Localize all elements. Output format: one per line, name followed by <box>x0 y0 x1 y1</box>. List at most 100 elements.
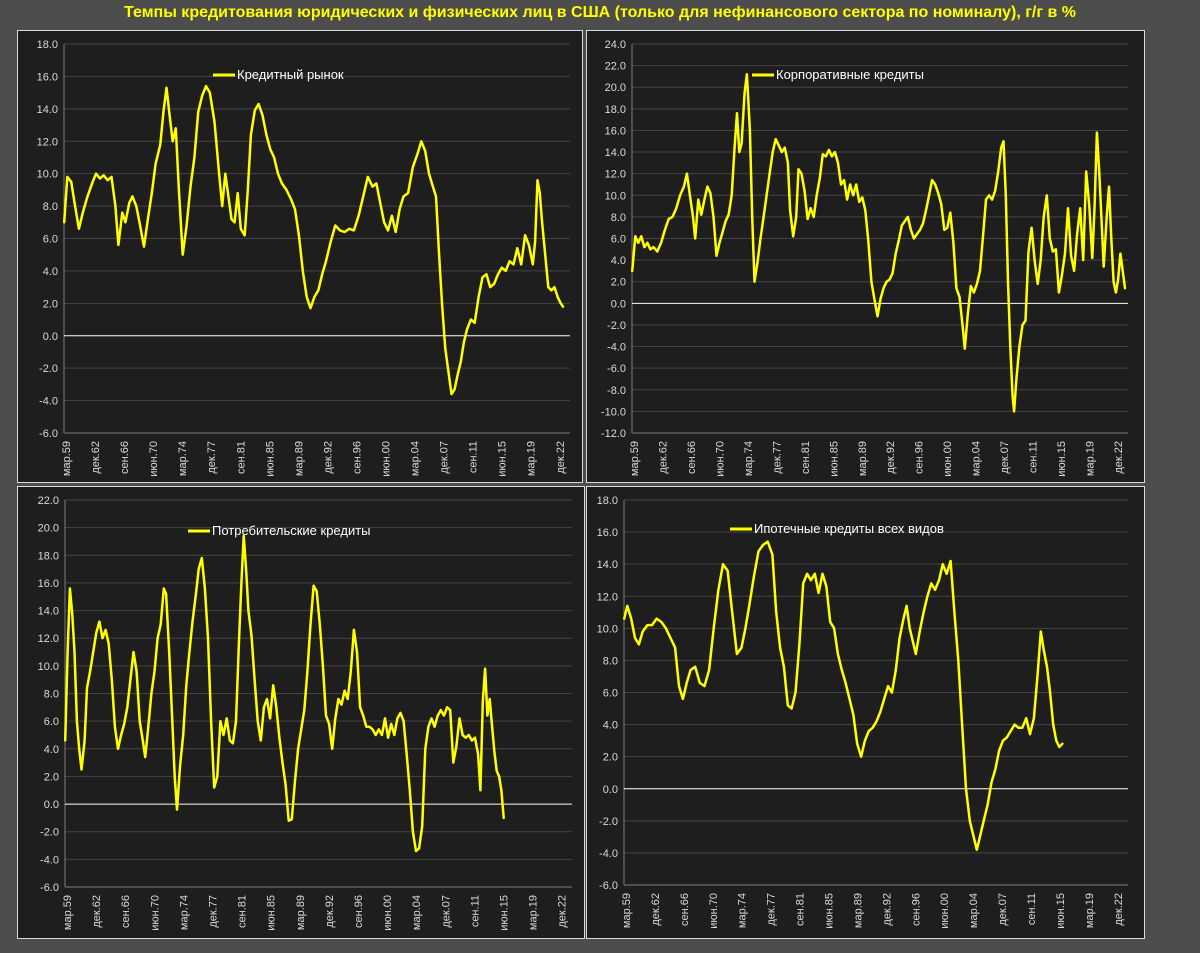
y-tick-label: 12.0 <box>37 136 58 148</box>
x-tick-label: июн.70 <box>149 895 161 931</box>
y-tick-label: 8.0 <box>603 655 618 667</box>
y-tick-label: 6.0 <box>611 234 626 246</box>
x-tick-label: июн.85 <box>266 895 278 931</box>
x-tick-label: мар.59 <box>621 893 633 928</box>
y-tick-label: 12.0 <box>597 591 618 603</box>
chart-panel-credit-market: -6.0 -4.0 -2.0 0.0 2.0 4.0 6.0 8.0 10.0 12.0 14.0 1… <box>17 30 583 483</box>
x-tick-label: мар.89 <box>852 893 864 928</box>
x-tick-label: сен.11 <box>468 441 480 473</box>
y-tick-label: 14.0 <box>37 104 58 116</box>
consumer-loans-series-line <box>63 534 505 853</box>
x-tick-label: июн.00 <box>939 893 951 929</box>
x-tick-label: мар.74 <box>178 895 190 930</box>
y-tick-label: 2.0 <box>44 771 59 783</box>
y-tick-label: 4.0 <box>603 720 618 732</box>
x-tick-label: июн.85 <box>264 441 276 477</box>
x-tick-label: мар.59 <box>62 895 74 930</box>
chart-panel-mortgage-loans: -6.0 -4.0 -2.0 0.0 2.0 4.0 6.0 8.0 10.0 12.0 14.0 1… <box>586 486 1145 939</box>
x-tick-label: июн.70 <box>148 441 160 477</box>
y-tick-label: 14.0 <box>605 147 626 159</box>
x-tick-label: сен.96 <box>914 441 926 474</box>
x-tick-label: сен.66 <box>679 893 691 926</box>
x-tick-label: дек.92 <box>324 895 336 928</box>
y-tick-label: 10.0 <box>597 623 618 635</box>
x-tick-label: дек.77 <box>766 893 778 926</box>
y-tick-label: -10.0 <box>601 406 626 418</box>
credit-market-series-line <box>62 84 565 396</box>
y-tick-label: 0.0 <box>611 298 626 310</box>
x-tick-label: сен.11 <box>1028 441 1040 473</box>
y-tick-label: 6.0 <box>44 716 59 728</box>
y-tick-label: 20.0 <box>605 82 626 94</box>
x-tick-label: сен.66 <box>119 441 131 474</box>
x-tick-label: июн.15 <box>497 441 509 477</box>
x-tick-label: июн.85 <box>828 441 840 477</box>
y-tick-label: 2.0 <box>611 277 626 289</box>
page-title: Темпы кредитования юридических и физичес… <box>124 4 1076 21</box>
y-tick-label: 12.0 <box>38 633 59 645</box>
y-tick-label: 18.0 <box>597 495 618 507</box>
x-tick-label: июн.00 <box>942 441 954 477</box>
legend-label: Кредитный рынок <box>237 67 344 82</box>
x-tick-label: июн.15 <box>499 895 511 931</box>
x-tick-label: июн.70 <box>714 441 726 477</box>
y-tick-label: 22.0 <box>38 495 59 507</box>
x-tick-label: мар.04 <box>971 441 983 476</box>
y-tick-label: 0.0 <box>44 799 59 811</box>
x-tick-label: мар.04 <box>410 441 422 476</box>
x-tick-label: дек.22 <box>1113 893 1125 926</box>
legend-label: Корпоративные кредиты <box>776 67 924 82</box>
x-tick-label: мар.04 <box>968 893 980 928</box>
y-tick-label: 4.0 <box>44 744 59 756</box>
x-tick-label: дек.07 <box>999 441 1011 474</box>
corporate-loans-chart: -12.0 -10.0 -8.0 -6.0 -4.0 -2.0 0.0 2.0 4.0 6.0 8.… <box>601 39 1128 477</box>
y-tick-label: 22.0 <box>605 61 626 73</box>
x-tick-label: дек.22 <box>1113 441 1125 474</box>
y-tick-label: 18.0 <box>38 550 59 562</box>
y-tick-label: 14.0 <box>38 606 59 618</box>
x-tick-label: сен.81 <box>237 895 249 928</box>
y-tick-label: -6.0 <box>40 882 59 894</box>
y-tick-label: 2.0 <box>603 752 618 764</box>
x-tick-label: мар.59 <box>61 441 73 476</box>
y-tick-label: 8.0 <box>44 689 59 701</box>
y-tick-label: -2.0 <box>39 363 58 375</box>
corporate-loans-series-line <box>630 73 1127 413</box>
y-tick-label: 20.0 <box>38 523 59 535</box>
y-tick-label: 16.0 <box>605 125 626 137</box>
x-tick-label: мар.74 <box>177 441 189 476</box>
credit-market-chart: -6.0 -4.0 -2.0 0.0 2.0 4.0 6.0 8.0 10.0 12.0 14.0 1… <box>37 39 570 477</box>
y-tick-label: 8.0 <box>43 201 58 213</box>
x-tick-label: дек.07 <box>439 441 451 474</box>
x-tick-label: мар.19 <box>1085 441 1097 476</box>
x-tick-label: дек.77 <box>771 441 783 474</box>
x-tick-label: дек.92 <box>881 893 893 926</box>
x-tick-label: дек.77 <box>206 441 218 474</box>
y-tick-label: 12.0 <box>605 169 626 181</box>
mortgage-loans-chart: -6.0 -4.0 -2.0 0.0 2.0 4.0 6.0 8.0 10.0 12.0 14.0 1… <box>597 495 1128 929</box>
x-tick-label: сен.81 <box>235 441 247 474</box>
y-tick-label: 4.0 <box>611 255 626 267</box>
x-tick-label: июн.15 <box>1055 893 1067 929</box>
y-tick-label: -2.0 <box>599 816 618 828</box>
x-tick-label: дек.07 <box>440 895 452 928</box>
y-tick-label: 18.0 <box>37 39 58 51</box>
x-tick-label: дек.62 <box>657 441 669 474</box>
x-tick-label: сен.81 <box>795 893 807 926</box>
x-tick-label: сен.11 <box>1026 893 1038 925</box>
x-tick-label: дек.62 <box>91 895 103 928</box>
x-tick-label: мар.89 <box>293 441 305 476</box>
x-tick-label: июн.70 <box>708 893 720 929</box>
x-tick-label: дек.92 <box>885 441 897 474</box>
y-tick-label: -6.0 <box>599 880 618 892</box>
x-tick-label: июн.85 <box>824 893 836 929</box>
y-tick-label: 10.0 <box>605 190 626 202</box>
x-tick-label: июн.15 <box>1056 441 1068 477</box>
x-tick-label: дек.77 <box>208 895 220 928</box>
x-tick-label: дек.62 <box>90 441 102 474</box>
x-tick-label: мар.59 <box>629 441 641 476</box>
x-tick-label: сен.66 <box>120 895 132 928</box>
y-tick-label: 16.0 <box>37 71 58 83</box>
y-tick-label: 0.0 <box>43 331 58 343</box>
x-tick-label: мар.19 <box>526 441 538 476</box>
